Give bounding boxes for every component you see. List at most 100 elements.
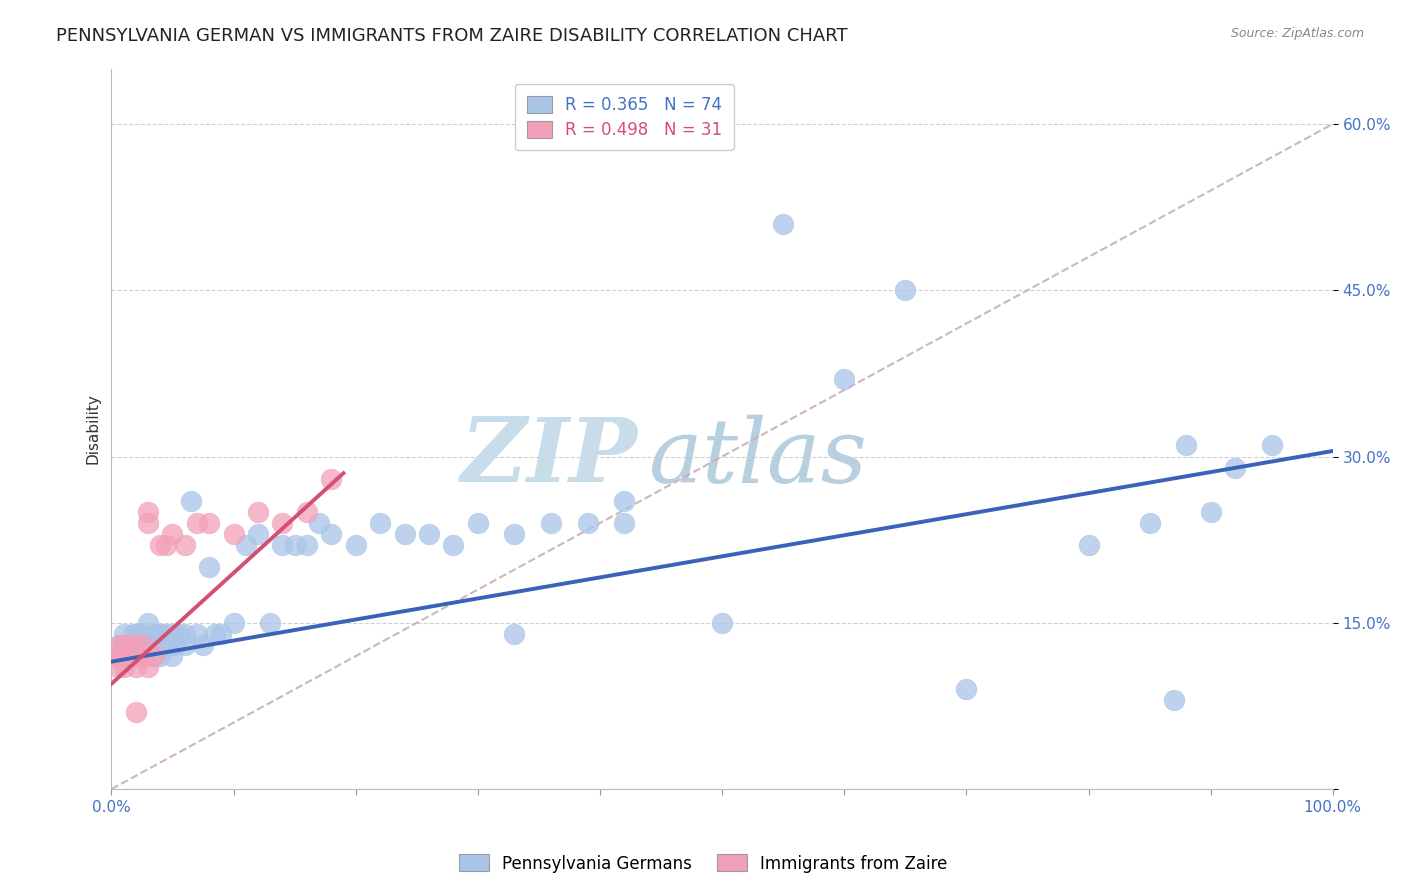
- Point: [204, 627, 226, 641]
- Point: [125, 627, 148, 641]
- Point: [711, 615, 734, 630]
- Point: [1175, 438, 1198, 452]
- Legend: R = 0.365   N = 74, R = 0.498   N = 31: R = 0.365 N = 74, R = 0.498 N = 31: [515, 84, 734, 151]
- Point: [112, 660, 135, 674]
- Point: [131, 649, 153, 664]
- Point: [115, 649, 138, 664]
- Point: [139, 638, 162, 652]
- Point: [1199, 505, 1222, 519]
- Point: [163, 638, 186, 652]
- Point: [118, 638, 141, 652]
- Point: [125, 705, 148, 719]
- Point: [104, 649, 127, 664]
- Point: [131, 649, 153, 664]
- Point: [259, 615, 281, 630]
- Point: [131, 638, 153, 652]
- Point: [186, 516, 208, 530]
- Point: [143, 649, 166, 664]
- Point: [127, 649, 149, 664]
- Point: [308, 516, 330, 530]
- Point: [108, 638, 131, 652]
- Point: [191, 638, 214, 652]
- Point: [136, 660, 159, 674]
- Point: [284, 538, 307, 552]
- Point: [503, 627, 526, 641]
- Point: [155, 538, 177, 552]
- Point: [180, 494, 202, 508]
- Point: [613, 494, 636, 508]
- Point: [143, 627, 166, 641]
- Point: [149, 627, 172, 641]
- Point: [162, 527, 184, 541]
- Point: [115, 649, 138, 664]
- Point: [136, 516, 159, 530]
- Point: [162, 649, 184, 664]
- Point: [1163, 693, 1185, 707]
- Point: [209, 627, 232, 641]
- Point: [162, 627, 184, 641]
- Point: [122, 627, 145, 641]
- Point: [418, 527, 440, 541]
- Point: [110, 649, 132, 664]
- Point: [1077, 538, 1099, 552]
- Point: [173, 538, 195, 552]
- Point: [955, 682, 977, 697]
- Point: [344, 538, 367, 552]
- Point: [467, 516, 489, 530]
- Point: [125, 638, 148, 652]
- Point: [146, 627, 169, 641]
- Point: [125, 660, 148, 674]
- Point: [186, 627, 208, 641]
- Point: [295, 538, 318, 552]
- Text: Source: ZipAtlas.com: Source: ZipAtlas.com: [1230, 27, 1364, 40]
- Point: [112, 638, 135, 652]
- Point: [118, 638, 141, 652]
- Point: [107, 638, 129, 652]
- Point: [246, 505, 269, 519]
- Point: [149, 649, 172, 664]
- Point: [143, 649, 166, 664]
- Point: [131, 627, 153, 641]
- Point: [112, 627, 135, 641]
- Point: [118, 649, 141, 664]
- Point: [832, 372, 855, 386]
- Point: [136, 649, 159, 664]
- Point: [198, 560, 221, 574]
- Point: [503, 527, 526, 541]
- Point: [198, 516, 221, 530]
- Point: [107, 660, 129, 674]
- Point: [271, 516, 294, 530]
- Point: [321, 527, 343, 541]
- Point: [576, 516, 599, 530]
- Point: [540, 516, 562, 530]
- Point: [1139, 516, 1161, 530]
- Point: [136, 638, 159, 652]
- Point: [127, 638, 149, 652]
- Point: [1223, 460, 1246, 475]
- Text: PENNSYLVANIA GERMAN VS IMMIGRANTS FROM ZAIRE DISABILITY CORRELATION CHART: PENNSYLVANIA GERMAN VS IMMIGRANTS FROM Z…: [56, 27, 848, 45]
- Point: [125, 638, 148, 652]
- Point: [122, 649, 145, 664]
- Point: [149, 538, 172, 552]
- Point: [222, 615, 245, 630]
- Text: ZIP: ZIP: [461, 415, 637, 501]
- Point: [125, 649, 148, 664]
- Point: [295, 505, 318, 519]
- Point: [136, 505, 159, 519]
- Point: [131, 638, 153, 652]
- Point: [368, 516, 391, 530]
- Y-axis label: Disability: Disability: [86, 393, 100, 464]
- Point: [152, 638, 174, 652]
- Point: [110, 649, 132, 664]
- Point: [173, 638, 195, 652]
- Point: [155, 627, 177, 641]
- Point: [441, 538, 464, 552]
- Point: [112, 638, 135, 652]
- Point: [173, 627, 195, 641]
- Point: [118, 649, 141, 664]
- Text: atlas: atlas: [648, 414, 868, 501]
- Point: [1260, 438, 1282, 452]
- Point: [394, 527, 416, 541]
- Point: [321, 472, 343, 486]
- Point: [772, 217, 794, 231]
